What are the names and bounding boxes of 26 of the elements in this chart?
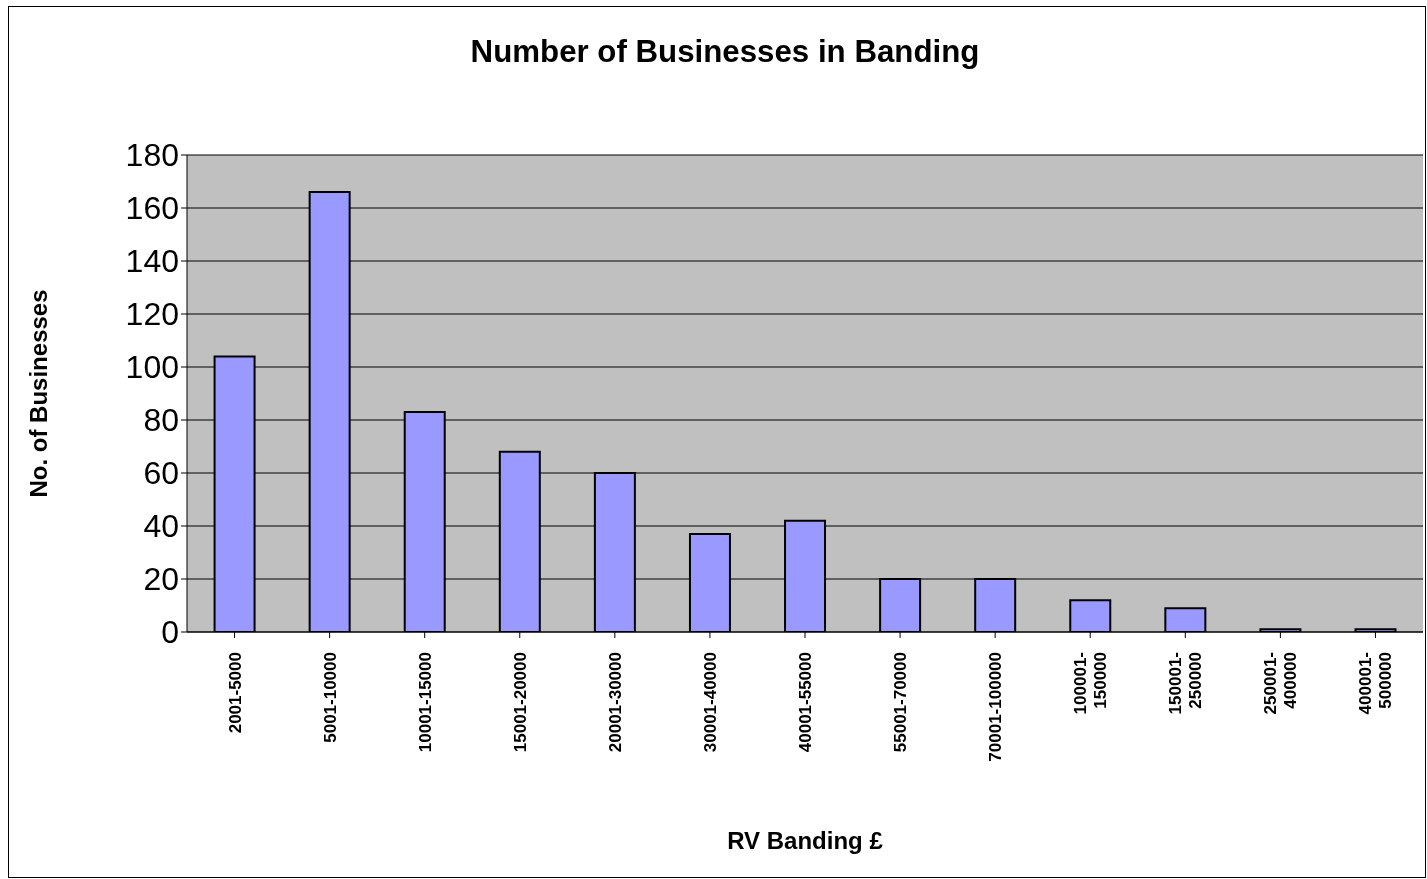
y-tick-label: 120 <box>125 296 179 333</box>
x-tick-label: 150001-250000 <box>1166 652 1206 715</box>
x-tick-label: 55001-70000 <box>891 652 911 753</box>
x-tick-label: 400001-500000 <box>1356 652 1396 715</box>
y-tick-label: 140 <box>125 243 179 280</box>
x-tick-label: 70001-100000 <box>986 652 1006 762</box>
x-tick-label: 10001-15000 <box>415 652 435 753</box>
x-tick-label: 5001-10000 <box>320 652 340 743</box>
y-tick-label: 160 <box>125 190 179 227</box>
x-tick-label: 20001-30000 <box>605 652 625 753</box>
y-tick-label: 180 <box>125 137 179 174</box>
x-tick-label: 30001-40000 <box>700 652 720 753</box>
y-tick-label: 80 <box>143 402 179 439</box>
y-tick-label: 60 <box>143 455 179 492</box>
x-tick-label: 15001-20000 <box>510 652 530 753</box>
x-tick-label: 250001-400000 <box>1261 652 1301 715</box>
x-tick-label: 100001-150000 <box>1071 652 1111 715</box>
x-tick-label: 2001-5000 <box>225 652 245 734</box>
y-tick-label: 20 <box>143 561 179 598</box>
y-tick-label: 100 <box>125 349 179 386</box>
x-axis-title: RV Banding £ <box>727 827 884 854</box>
y-tick-label: 0 <box>161 614 179 651</box>
x-tick-label: 40001-55000 <box>796 652 815 753</box>
y-axis-title: No. of Businesses <box>24 289 52 498</box>
y-tick-label: 40 <box>143 508 179 545</box>
chart-title: Number of Businesses in Banding <box>469 34 981 70</box>
